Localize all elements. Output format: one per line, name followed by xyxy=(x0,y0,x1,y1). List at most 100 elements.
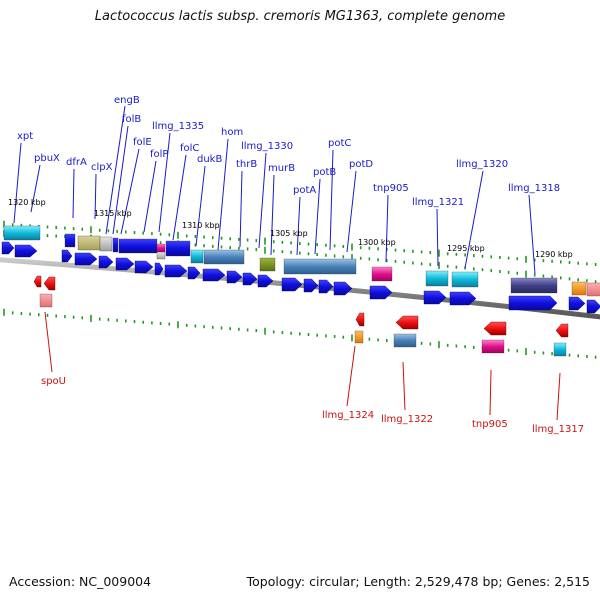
feature-block xyxy=(571,281,587,296)
gene-label-llmg_1320[interactable]: llmg_1320 xyxy=(456,159,508,170)
feature-block xyxy=(3,225,41,241)
forward-gene-arrow xyxy=(369,285,393,300)
feature-block xyxy=(203,249,245,265)
leader-line xyxy=(436,208,439,267)
leader-line xyxy=(72,168,75,219)
reverse-gene-arrow xyxy=(483,321,507,336)
gene-label-potA[interactable]: potA xyxy=(293,185,316,196)
gene-label-engB[interactable]: engB xyxy=(114,95,140,106)
gene-label-tnp905-bottom[interactable]: tnp905 xyxy=(472,419,508,430)
forward-gene-arrow xyxy=(568,296,586,311)
gene-label-potC[interactable]: potC xyxy=(328,138,351,149)
accession-text: Accession: NC_009004 xyxy=(9,574,152,589)
scale-tick-label: 1305 kbp xyxy=(270,229,308,238)
leader-line xyxy=(314,178,321,255)
feature-block xyxy=(112,237,119,253)
feature-block xyxy=(425,270,449,287)
feature-block xyxy=(371,266,393,282)
gene-label-xpt[interactable]: xpt xyxy=(17,131,33,142)
gene-label-llmg_1318[interactable]: llmg_1318 xyxy=(508,183,560,194)
feature-block xyxy=(165,240,191,257)
gene-label-dukB[interactable]: dukB xyxy=(197,154,222,165)
forward-gene-track xyxy=(1,241,600,314)
gene-label-tnp905-top[interactable]: tnp905 xyxy=(373,183,409,194)
leader-line xyxy=(44,311,53,373)
leader-lines xyxy=(13,105,561,421)
leader-line xyxy=(385,194,389,263)
scale-tick-label: 1310 kbp xyxy=(182,221,220,230)
leader-line xyxy=(94,173,97,220)
forward-gene-arrow xyxy=(281,277,303,292)
leader-line xyxy=(528,194,536,275)
forward-gene-arrow xyxy=(423,290,447,305)
gene-label-folE[interactable]: folE xyxy=(133,137,152,148)
forward-gene-arrow xyxy=(14,244,38,258)
leader-line xyxy=(402,361,406,411)
leader-line xyxy=(30,164,41,213)
feature-block xyxy=(156,243,166,253)
forward-gene-labels: xpt pbuX dfrA clpX engB folB folE folP l… xyxy=(17,95,560,208)
gene-label-folP[interactable]: folP xyxy=(150,149,168,160)
reverse-gene-arrow xyxy=(395,315,419,330)
leader-line xyxy=(296,196,301,256)
leader-line xyxy=(217,138,229,251)
leader-line xyxy=(143,160,157,233)
gene-label-potB[interactable]: potB xyxy=(313,167,336,178)
gene-label-folC[interactable]: folC xyxy=(180,143,199,154)
leader-line xyxy=(346,170,357,253)
gene-label-hom[interactable]: hom xyxy=(221,127,243,138)
leader-line xyxy=(172,154,187,241)
ticks-top xyxy=(3,220,597,266)
gene-label-llmg_1324[interactable]: llmg_1324 xyxy=(322,410,374,421)
gene-label-pbuX[interactable]: pbuX xyxy=(34,153,60,164)
gene-label-thrB[interactable]: thrB xyxy=(236,159,257,170)
leader-line xyxy=(329,149,334,251)
reverse-feature-block xyxy=(354,330,364,344)
forward-gene-arrow xyxy=(303,278,319,293)
scale-tick-label: 1300 kbp xyxy=(358,238,396,247)
forward-gene-arrow xyxy=(164,264,188,278)
reverse-feature-block xyxy=(393,333,417,348)
gene-label-dfrA[interactable]: dfrA xyxy=(66,157,87,168)
scale-tick-label: 1315 kbp xyxy=(94,209,132,218)
forward-gene-arrow xyxy=(61,249,73,263)
feature-block xyxy=(283,258,357,275)
gene-label-clpX[interactable]: clpX xyxy=(91,162,113,173)
leader-line xyxy=(158,132,171,233)
feature-block xyxy=(64,233,76,248)
reverse-gene-arrow xyxy=(33,275,42,288)
forward-gene-arrow xyxy=(202,268,226,282)
scale-tick-label: 1290 kbp xyxy=(535,250,573,259)
gene-label-llmg_1321[interactable]: llmg_1321 xyxy=(412,197,464,208)
reverse-feature-block xyxy=(481,339,505,354)
gene-label-potD[interactable]: potD xyxy=(349,159,373,170)
feature-block xyxy=(99,236,113,252)
feature-block xyxy=(586,282,600,297)
gene-label-llmg_1317[interactable]: llmg_1317 xyxy=(532,424,584,435)
forward-gene-arrow xyxy=(508,295,558,311)
feature-block xyxy=(156,251,166,260)
feature-block xyxy=(451,271,479,288)
forward-gene-arrow xyxy=(318,279,334,294)
leader-line xyxy=(270,174,275,256)
gene-label-llmg_1322[interactable]: llmg_1322 xyxy=(381,414,433,425)
leader-line xyxy=(13,142,22,224)
feature-block xyxy=(190,249,204,264)
leader-line xyxy=(112,125,129,235)
forward-gene-arrow xyxy=(115,257,135,271)
ticks-bottom xyxy=(3,308,597,359)
gene-label-folB[interactable]: folB xyxy=(122,114,141,125)
gene-label-llmg_1335[interactable]: llmg_1335 xyxy=(152,121,204,132)
leader-line xyxy=(346,345,356,407)
gene-label-llmg_1330[interactable]: llmg_1330 xyxy=(241,141,293,152)
genome-summary-text: Topology: circular; Length: 2,529,478 bp… xyxy=(246,574,590,589)
forward-gene-arrow xyxy=(154,262,164,276)
gene-label-spoU[interactable]: spoU xyxy=(41,376,66,387)
reverse-gene-track xyxy=(33,275,569,357)
forward-gene-arrow xyxy=(226,270,243,284)
gene-label-murB[interactable]: murB xyxy=(268,163,295,174)
scale-tick-label: 1295 kbp xyxy=(447,244,485,253)
feature-block xyxy=(118,238,158,254)
leader-line xyxy=(464,170,484,269)
